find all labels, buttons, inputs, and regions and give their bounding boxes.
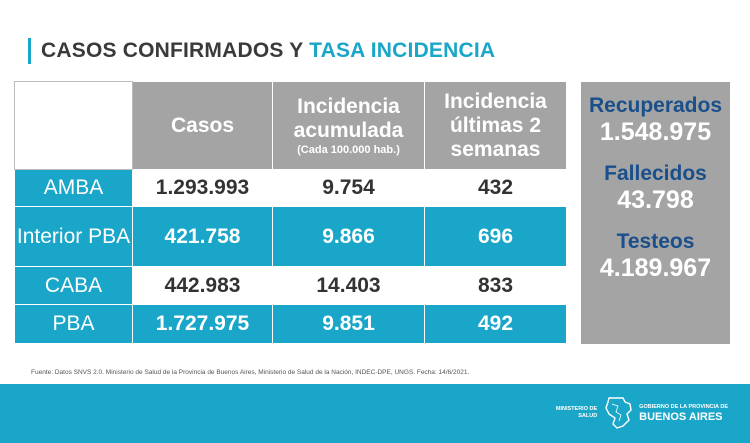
fallecidos-value: 43.798 [617, 186, 694, 214]
cell-ultimas: 432 [424, 169, 567, 207]
cell-casos: 1.727.975 [132, 304, 273, 344]
title-accent-bar [28, 38, 31, 64]
row-label-interior-pba: Interior PBA [14, 206, 133, 267]
header-casos: Casos [132, 81, 273, 170]
government-name: GOBIERNO DE LA PROVINCIA DE BUENOS AIRES [639, 403, 728, 424]
summary-panel: Recuperados 1.548.975 Fallecidos 43.798 … [581, 82, 730, 344]
testeos-value: 4.189.967 [599, 254, 712, 282]
cell-acumulada: 9.851 [272, 304, 425, 344]
cell-acumulada: 9.754 [272, 169, 425, 207]
testeos-label: Testeos [616, 230, 695, 253]
recuperados-value: 1.548.975 [599, 118, 712, 146]
table-row: Interior PBA 421.758 9.866 696 [14, 206, 567, 267]
row-label-amba: AMBA [14, 169, 133, 207]
source-note: Fuente: Datos SNVS 2.0. Ministerio de Sa… [31, 369, 470, 376]
table-row: PBA 1.727.975 9.851 492 [14, 304, 567, 344]
header-blank-cell [14, 81, 133, 170]
header-incidencia-acumulada-sub: (Cada 100.000 hab.) [297, 143, 400, 156]
cell-ultimas: 833 [424, 266, 567, 305]
government-label: GOBIERNO DE LA PROVINCIA DE [639, 403, 728, 410]
page-title: CASOS CONFIRMADOS Y TASA INCIDENCIA [28, 36, 495, 66]
fallecidos-label: Fallecidos [604, 162, 707, 185]
header-incidencia-acumulada-label: Incidencia acumulada [293, 94, 404, 142]
cell-casos: 1.293.993 [132, 169, 273, 207]
cell-acumulada: 14.403 [272, 266, 425, 305]
cell-ultimas: 492 [424, 304, 567, 344]
row-label-caba: CABA [14, 266, 133, 305]
footer-bar: MINISTERIO DE SALUD GOBIERNO DE LA PROVI… [0, 384, 750, 443]
ministerio-label: MINISTERIO DE SALUD [555, 406, 598, 419]
footer-logo: MINISTERIO DE SALUD GOBIERNO DE LA PROVI… [553, 396, 728, 430]
table-row: AMBA 1.293.993 9.754 432 [14, 169, 567, 207]
cases-table: Casos Incidencia acumulada (Cada 100.000… [14, 81, 567, 344]
title-text: CASOS CONFIRMADOS Y TASA INCIDENCIA [41, 39, 495, 63]
recuperados-label: Recuperados [588, 94, 723, 117]
province-map-icon [605, 397, 632, 429]
cell-acumulada: 9.866 [272, 206, 425, 267]
cell-casos: 421.758 [132, 206, 273, 267]
header-incidencia-ultimas: Incidencia últimas 2 semanas [424, 81, 567, 170]
table-header-row: Casos Incidencia acumulada (Cada 100.000… [14, 81, 567, 170]
header-incidencia-acumulada: Incidencia acumulada (Cada 100.000 hab.) [272, 81, 425, 170]
cell-casos: 442.983 [132, 266, 273, 305]
row-label-pba: PBA [14, 304, 133, 344]
cell-ultimas: 696 [424, 206, 567, 267]
table-row: CABA 442.983 14.403 833 [14, 266, 567, 305]
title-part-1: CASOS CONFIRMADOS Y [41, 39, 304, 62]
title-part-2: TASA INCIDENCIA [309, 39, 496, 62]
province-label: BUENOS AIRES [639, 410, 723, 423]
